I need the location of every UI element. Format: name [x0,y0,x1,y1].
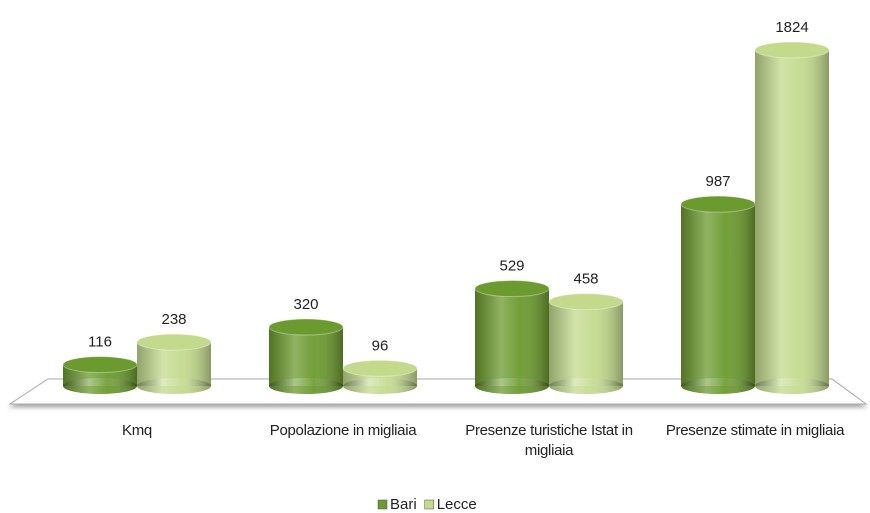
value-label: 96 [372,337,389,354]
legend-swatch [424,499,434,510]
bar-top [474,280,550,298]
bar-top [342,359,418,377]
bar [342,359,418,394]
bar-body-shade [475,288,549,386]
bar [136,333,212,394]
bar-top [62,356,138,374]
bar-top [268,318,344,336]
floor [8,378,868,405]
legend-swatch [377,499,388,510]
x-tick-label: Presenze turistiche Istat in migliaia [465,422,633,459]
bar-top [548,293,624,311]
value-label: 458 [573,271,598,288]
legend-label: Bari [390,496,417,513]
bar [754,41,830,394]
bar-top [136,333,212,351]
legend-label: Lecce [437,496,477,513]
x-tick-label: Presenze stimate in migliaia [665,422,845,439]
value-label: 529 [499,258,524,275]
bar-body-shade [681,204,755,386]
bar-body-shade [549,301,623,386]
value-label: 987 [705,173,730,190]
bar [680,195,756,394]
bar [548,293,624,394]
bar-body-shade [269,327,343,386]
bar [62,356,138,394]
bar [474,280,550,394]
value-label: 116 [88,334,112,351]
value-label: 320 [293,296,318,313]
value-label: 238 [161,311,186,328]
bar-body-shade [755,50,829,386]
x-tick-label: Popolazione in migliaia [269,422,417,439]
value-label: 1824 [775,19,808,36]
bar [268,318,344,394]
bar-top [680,195,756,213]
x-tick-label: Kmq [122,422,152,439]
bar-top [754,41,830,59]
